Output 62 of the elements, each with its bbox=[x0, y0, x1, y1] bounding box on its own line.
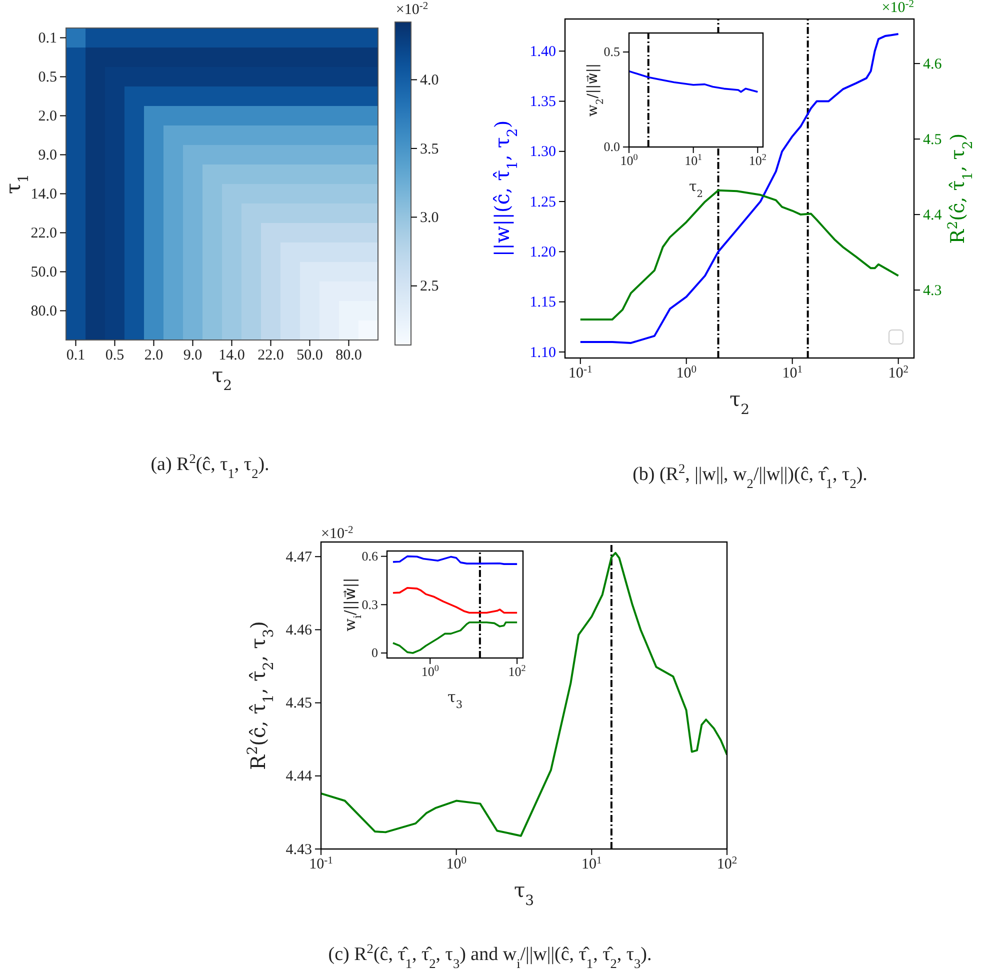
x-tick-label: 22.0 bbox=[258, 348, 284, 364]
text: (b) (R$^{2}$, ||w||, w$_{2}$/||w||)(ĉ, τ̂$_{1}$, τ$_{2}$). bbox=[632, 460, 868, 490]
x-tick-label: 10$^{2}$ bbox=[716, 855, 738, 873]
color-bar-label: 3.0 bbox=[420, 210, 439, 226]
y-tick-label: 1.40 bbox=[530, 44, 556, 60]
color-bar-label: 2.5 bbox=[420, 278, 439, 295]
y-tick-label: 4.44 bbox=[286, 768, 312, 785]
y-tick-label: 2.0 bbox=[38, 108, 57, 125]
y-tick-label: 4.47 bbox=[286, 549, 312, 566]
y-tick-label: 1.35 bbox=[530, 94, 556, 110]
y-tick-label: 0 bbox=[372, 645, 378, 660]
x-axis-title: τ$_{3}$ bbox=[448, 688, 462, 711]
x-tick-label: 0.5 bbox=[105, 348, 124, 364]
x-tick-label: 2.0 bbox=[144, 348, 164, 364]
y-tick-label: 1.30 bbox=[530, 144, 556, 160]
y2-tick-label: 4.5 bbox=[923, 132, 942, 148]
y-tick-label: 0.6 bbox=[362, 548, 378, 564]
x-tick-label: 10$^{0}$ bbox=[676, 364, 696, 382]
y-tick-label: 0.1 bbox=[38, 30, 57, 47]
y2-tick-label: 4.4 bbox=[923, 207, 942, 224]
x-axis-title: τ$_{2}$ bbox=[730, 387, 750, 418]
y-tick-label: 0.5 bbox=[38, 70, 57, 86]
y-tick-label: 1.20 bbox=[530, 244, 556, 260]
y-tick-label: 1.15 bbox=[530, 294, 556, 311]
x-axis-title: τ$_{3}$ bbox=[514, 878, 534, 909]
y-tick-label: 50.0 bbox=[30, 264, 57, 281]
x-axis-title: τ$_{2}$ bbox=[689, 179, 703, 200]
y-tick-label: 0.3 bbox=[362, 596, 378, 612]
text: (c) R$^{2}$(ĉ, τ̂$_{1}$, τ̂$_{2}$, τ$_{3}$) and w$_{i}$/||w||(ĉ, τ̂$_{1}$, τ̂$_{2}$, τ$_{3}$). bbox=[328, 940, 652, 970]
y2-tick-label: 4.6 bbox=[923, 56, 942, 72]
x-axis-title: τ$_{2}$ bbox=[212, 363, 232, 394]
y-tick-label: 1.10 bbox=[530, 344, 556, 361]
x-tick-label: 10$^{1}$ bbox=[684, 152, 702, 168]
y-tick-label: 4.43 bbox=[286, 842, 312, 858]
x-tick-label: 10$^{2}$ bbox=[508, 663, 526, 680]
color-bar-label: 3.5 bbox=[420, 141, 439, 158]
y-tick-label: 22.0 bbox=[30, 226, 57, 242]
x-tick-label: 10$^{-1}$ bbox=[568, 364, 592, 382]
text: ×10$^{-2}$ bbox=[396, 0, 428, 18]
x-tick-label: 10$^{0}$ bbox=[620, 152, 638, 168]
y-tick-label: 14.0 bbox=[30, 186, 57, 203]
x-tick-label: 50.0 bbox=[296, 348, 323, 364]
x-tick-label: 10$^{0}$ bbox=[421, 663, 440, 680]
y-tick-label: 0.0 bbox=[604, 139, 620, 154]
x-tick-label: 10$^{1}$ bbox=[782, 364, 802, 382]
y-tick-label: 4.45 bbox=[286, 696, 312, 712]
text: ×10$^{-2}$ bbox=[321, 524, 354, 542]
x-tick-label: 10$^{2}$ bbox=[888, 364, 908, 382]
x-tick-label: 0.1 bbox=[66, 348, 86, 364]
x-tick-label: 14.0 bbox=[218, 348, 245, 364]
y-tick-label: 80.0 bbox=[30, 304, 57, 320]
x-tick-label: 10$^{2}$ bbox=[748, 152, 767, 168]
y-tick-label: 4.46 bbox=[286, 622, 312, 639]
x-tick-label: 10$^{0}$ bbox=[446, 855, 466, 873]
y-tick-label: 1.25 bbox=[530, 194, 556, 210]
y2-tick-label: 4.3 bbox=[923, 282, 942, 299]
color-bar-label: 4.0 bbox=[420, 72, 439, 89]
text: (a) R$^{2}$(ĉ, τ$_{1}$, τ$_{2}$). bbox=[150, 450, 270, 480]
x-tick-label: 10$^{1}$ bbox=[582, 855, 602, 873]
x-tick-label: 9.0 bbox=[183, 348, 202, 364]
x-tick-label: 80.0 bbox=[336, 348, 362, 364]
x-tick-label: 10$^{-1}$ bbox=[309, 855, 333, 873]
